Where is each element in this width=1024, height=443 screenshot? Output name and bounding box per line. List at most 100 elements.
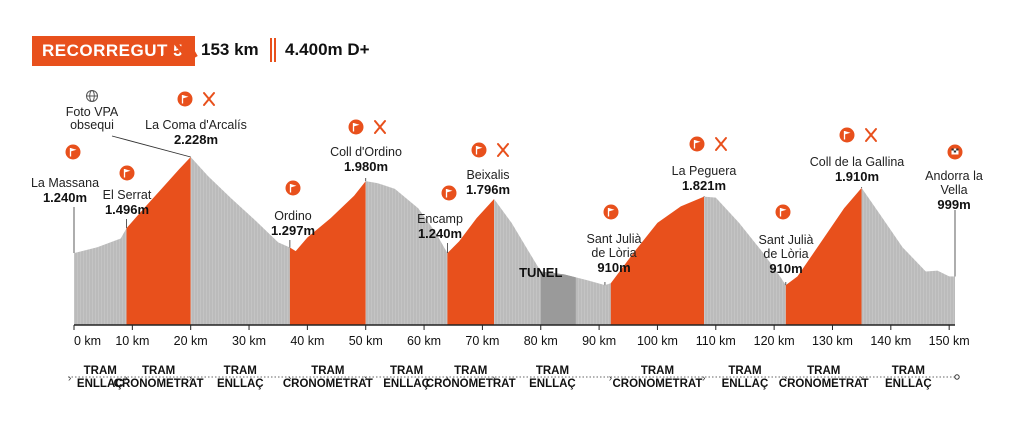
link-section-area-10 [861, 187, 955, 325]
route-badge-label: RECORREGUT 5 [42, 41, 184, 60]
stage-arrow-icon: › [364, 373, 367, 384]
timed-section-area-3 [289, 181, 366, 325]
stage-label: TRAM ENLLAÇ [529, 365, 576, 390]
point-name: Andorra la Vella [925, 169, 983, 197]
flag-icon [441, 185, 457, 201]
link-section-area-8 [704, 196, 786, 325]
x-tick-label: 110 km [696, 334, 736, 348]
stage-label: TRAM CRONOMETRAT [283, 365, 373, 390]
point-altitude: 999m [937, 197, 970, 212]
timed-section-area-1 [126, 157, 191, 325]
route-elevation-gain: 4.400m D+ [285, 40, 370, 59]
x-tick-label: 80 km [524, 334, 558, 348]
x-tick-label: 40 km [290, 334, 324, 348]
point-name: Sant Julià de Lòria [587, 232, 642, 260]
stage-label: TRAM ENLLAÇ [885, 365, 932, 390]
x-tick-label: 20 km [174, 334, 208, 348]
link-section-area-4 [365, 181, 448, 325]
link-section-area-6 [494, 199, 611, 325]
point-altitude: 1.980m [344, 159, 388, 174]
point-name: Coll de la Gallina [810, 155, 905, 169]
x-tick-label: 150 km [929, 334, 970, 348]
flag-icon [603, 204, 619, 220]
tunnel-section-area [540, 271, 576, 325]
flag-icon [775, 204, 791, 220]
x-tick-label: 140 km [870, 334, 911, 348]
point-altitude: 1.821m [682, 178, 726, 193]
fork-knife-icon [715, 137, 727, 151]
stage-label: TRAM ENLLAÇ [383, 365, 430, 390]
stage-strip-end-icon [954, 374, 960, 380]
flag-icon [348, 119, 364, 135]
stage-arrow-icon: › [784, 373, 787, 384]
point-altitude: 1.796m [466, 182, 510, 197]
point-name: La Peguera [672, 164, 737, 178]
timed-section-area-9 [785, 187, 862, 325]
timed-section-area-7 [610, 196, 705, 325]
point-altitude: 1.910m [835, 169, 879, 184]
fork-knife-icon [203, 92, 215, 106]
x-tick-label: 120 km [754, 334, 795, 348]
stage-label: TRAM CRONOMETRAT [114, 365, 204, 390]
x-tick-label: 10 km [115, 334, 149, 348]
x-tick-label: 90 km [582, 334, 616, 348]
fork-knife-icon [865, 128, 877, 142]
x-tick-label: 60 km [407, 334, 441, 348]
point-name: Ordino [274, 209, 312, 223]
point-altitude: 2.228m [174, 132, 218, 147]
x-tick-label: 50 km [349, 334, 383, 348]
point-altitude: 1.240m [43, 190, 87, 205]
point-name: Beixalis [466, 168, 509, 182]
timed-section-area-5 [447, 199, 495, 325]
link-section-area-0 [74, 228, 127, 325]
stage-label: TRAM ENLLAÇ [722, 365, 769, 390]
fork-knife-icon [497, 143, 509, 157]
point-name: Sant Julià de Lòria [759, 233, 814, 261]
point-altitude: 910m [769, 261, 802, 276]
finish-flag-icon [947, 144, 963, 160]
point-name: Coll d'Ordino [330, 145, 402, 159]
point-name: La Massana [31, 176, 99, 190]
point-altitude: 1.496m [105, 202, 149, 217]
stage-label: TRAM ENLLAÇ [217, 365, 264, 390]
mountain-logo-icon [160, 37, 198, 63]
stage-arrow-icon: › [68, 373, 71, 384]
flag-icon [839, 127, 855, 143]
globe-icon [86, 90, 98, 102]
stage-label: TRAM ENLLAÇ [77, 365, 124, 390]
stage-arrow-icon: › [492, 373, 495, 384]
photo-gift-note: Foto VPA obsequi [66, 105, 119, 132]
point-altitude: 1.297m [271, 223, 315, 238]
flag-icon [285, 180, 301, 196]
point-name: El Serrat [103, 188, 152, 202]
flag-icon [177, 91, 193, 107]
fork-knife-icon [374, 120, 386, 134]
stage-arrow-icon: › [860, 373, 863, 384]
flag-icon [471, 142, 487, 158]
point-altitude: 910m [597, 260, 630, 275]
stage-arrow-icon: › [189, 373, 192, 384]
flag-icon [689, 136, 705, 152]
x-tick-label: 100 km [637, 334, 678, 348]
tunnel-label: TUNEL [519, 265, 562, 280]
flag-icon [119, 165, 135, 181]
flag-icon [65, 144, 81, 160]
stage-arrow-icon: › [445, 373, 448, 384]
stage-label: TRAM CRONOMETRAT [779, 365, 869, 390]
stage-arrow-icon: › [609, 373, 612, 384]
route-distance: 153 km [201, 40, 259, 59]
x-tick-label: 0 km [74, 334, 101, 348]
point-name: La Coma d'Arcalís [145, 118, 247, 132]
stage-label: TRAM CRONOMETRAT [426, 365, 516, 390]
x-tick-label: 130 km [812, 334, 853, 348]
point-name: Encamp [417, 212, 463, 226]
x-tick-label: 70 km [465, 334, 499, 348]
link-section-area-2 [190, 157, 290, 325]
x-tick-label: 30 km [232, 334, 266, 348]
stage-label: TRAM CRONOMETRAT [613, 365, 703, 390]
header-divider [270, 38, 276, 62]
stage-arrow-icon: › [702, 373, 705, 384]
point-altitude: 1.240m [418, 226, 462, 241]
stage-arrow-icon: › [125, 373, 128, 384]
